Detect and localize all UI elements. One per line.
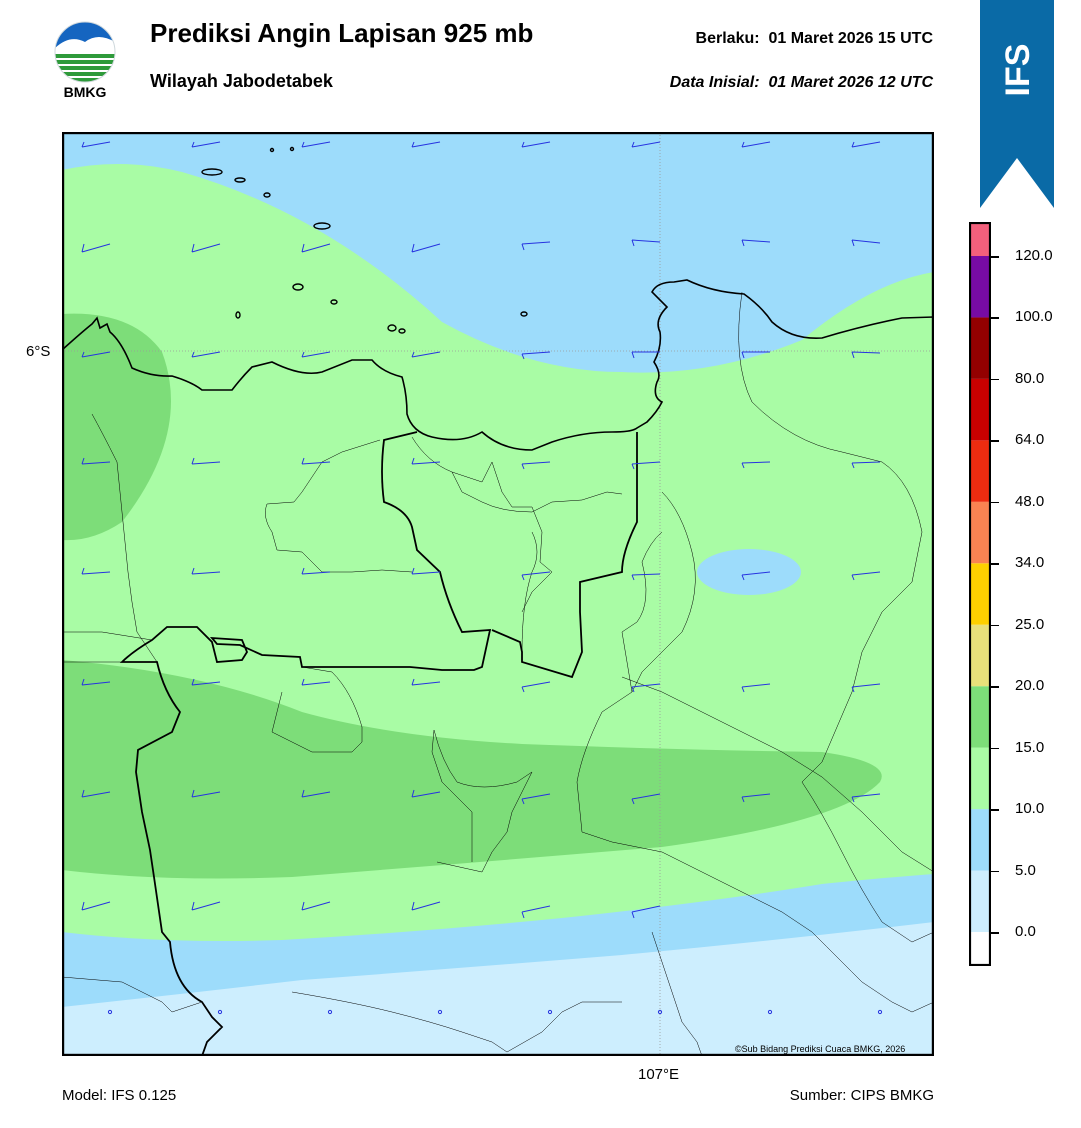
colorbar-tick-mark	[991, 747, 999, 750]
coastline	[62, 279, 934, 451]
colorbar-tick-label: 34.0	[1015, 554, 1045, 572]
colorbar	[969, 222, 991, 966]
colorbar-tick-label: 15.0	[1015, 738, 1045, 756]
colorbar-segment	[969, 747, 991, 810]
colorbar-tick-mark	[991, 256, 999, 258]
colorbar-tick-mark	[991, 809, 999, 811]
colorbar-segment	[969, 378, 991, 441]
colorbar-segment	[969, 870, 991, 932]
district-borders	[62, 291, 934, 1056]
calm-markers	[107, 1009, 883, 1015]
map-credit: ©Sub Bidang Prediksi Cuaca BMKG, 2026	[735, 1044, 906, 1054]
colorbar-tick-label: 10.0	[1015, 800, 1045, 818]
colorbar-segment	[969, 222, 991, 256]
colorbar-tick-mark	[991, 501, 999, 504]
valid-label: Berlaku:	[695, 30, 760, 47]
bmkg-logo-icon	[54, 21, 116, 83]
colorbar-tick-label: 20.0	[1015, 677, 1045, 695]
colorbar-tick-label: 25.0	[1015, 615, 1045, 633]
colorbar-segment	[969, 563, 991, 625]
colorbar-tick-label: 5.0	[1015, 861, 1036, 879]
colorbar-tick-mark	[991, 563, 999, 565]
colorbar-tick-label: 64.0	[1015, 431, 1045, 449]
province-border	[119, 431, 492, 1056]
source-label: Sumber: CIPS BMKG	[789, 1087, 934, 1104]
lat-label: 6°S	[26, 343, 51, 360]
init-time-row: Data Inisial: 01 Maret 2026 12 UTC	[670, 74, 933, 92]
colorbar-tick-label: 80.0	[1015, 369, 1045, 387]
wind-zone-15-20-west	[62, 313, 171, 541]
wind-zone-15-20-south	[62, 660, 882, 879]
wind-zone-0-5	[62, 922, 934, 1056]
province-border-east	[491, 432, 638, 679]
colorbar-tick-label: 48.0	[1015, 492, 1045, 510]
logo-text: BMKG	[63, 84, 107, 100]
model-label: Model: IFS 0.125	[62, 1087, 177, 1104]
colorbar-tick-label: 100.0	[1015, 308, 1053, 326]
valid-time-row: Berlaku: 01 Maret 2026 15 UTC	[696, 30, 933, 48]
colorbar-segment	[969, 932, 991, 966]
colorbar-segment	[969, 440, 991, 502]
init-time: 01 Maret 2026 12 UTC	[768, 74, 933, 91]
colorbar-tick-mark	[991, 932, 999, 934]
colorbar-segment	[969, 317, 991, 379]
colorbar-tick-label: 120.0	[1015, 247, 1053, 264]
ifs-banner	[980, 0, 1054, 208]
colorbar-segment	[969, 686, 991, 748]
colorbar-segment	[969, 809, 991, 871]
colorbar-tick-label: 0.0	[1015, 923, 1036, 940]
wind-barbs	[81, 141, 881, 919]
colorbar-tick-mark	[991, 317, 999, 319]
colorbar-segment	[969, 624, 991, 687]
lon-label: 107°E	[638, 1066, 680, 1083]
ifs-banner-label: IFS	[999, 43, 1037, 97]
init-label: Data Inisial:	[669, 74, 760, 91]
valid-time: 01 Maret 2026 15 UTC	[768, 30, 933, 47]
page-subtitle: Wilayah Jabodetabek	[150, 71, 333, 91]
page-title: Prediksi Angin Lapisan 925 mb	[150, 18, 534, 48]
colorbar-tick-mark	[991, 440, 999, 442]
islands	[201, 146, 528, 334]
map-frame	[62, 132, 934, 1056]
colorbar-segment	[969, 501, 991, 564]
wind-zone-5-10-pocket	[697, 549, 801, 595]
colorbar-tick-mark	[991, 378, 999, 381]
colorbar-segment	[969, 256, 991, 318]
wind-map	[62, 132, 934, 1056]
colorbar-tick-mark	[991, 870, 999, 873]
wind-zone-5-10-north	[62, 132, 934, 373]
colorbar-tick-mark	[991, 624, 999, 627]
colorbar-tick-mark	[991, 686, 999, 688]
